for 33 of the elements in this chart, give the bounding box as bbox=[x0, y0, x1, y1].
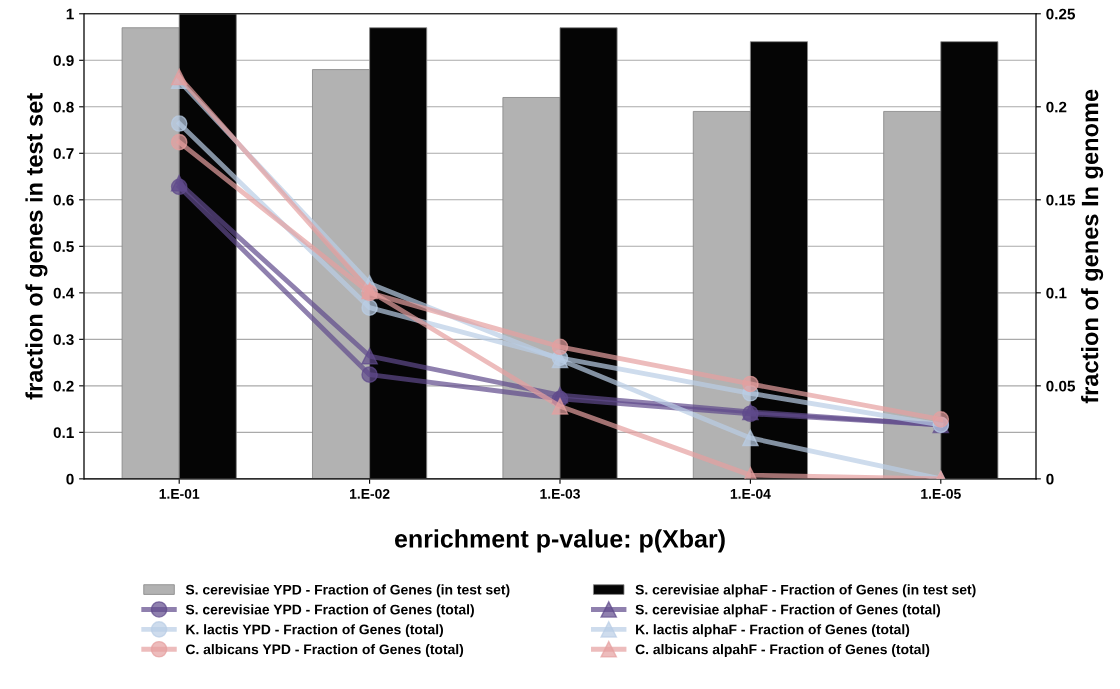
x-tick-label: 1.E-05 bbox=[921, 488, 961, 499]
legend-label: C. albicans YPD - Fraction of Genes (total) bbox=[186, 644, 464, 657]
y2-tick-label: 0.1 bbox=[1046, 287, 1067, 299]
y2-tick-label: 0.15 bbox=[1046, 194, 1076, 206]
y-tick-label: 0.8 bbox=[53, 101, 74, 113]
legend-label: C. albicans alpahF - Fraction of Genes (total) bbox=[635, 644, 930, 657]
y-tick-label: 0 bbox=[66, 473, 74, 485]
y2-tick-label: 0.2 bbox=[1046, 101, 1067, 113]
y-tick-label: 0.2 bbox=[53, 380, 74, 392]
y-tick-label: 1 bbox=[66, 8, 74, 20]
legend-label: S. cerevisiae YPD - Fraction of Genes (total) bbox=[185, 604, 474, 618]
x-tick-label: 1.E-03 bbox=[540, 488, 580, 499]
y-tick-label: 0.9 bbox=[53, 55, 74, 66]
y2-tick-label: 0 bbox=[1046, 473, 1054, 485]
x-tick-label: 1.E-04 bbox=[730, 488, 771, 499]
x-tick-label: 1.E-02 bbox=[350, 488, 390, 499]
y-tick-label: 0.5 bbox=[53, 241, 74, 252]
y-tick-label: 0.7 bbox=[53, 148, 74, 159]
legend-label: S. cerevisiae alphaF - Fraction of Genes (in test set) bbox=[635, 584, 976, 598]
legend-label: K. lactis YPD - Fraction of Genes (total) bbox=[186, 624, 444, 638]
y-tick-label: 0.1 bbox=[53, 427, 74, 439]
x-axis-title: enrichment p-value: p(Xbar) bbox=[394, 529, 725, 553]
x-tick-label: 1.E-01 bbox=[159, 488, 200, 499]
y-tick-label: 0.6 bbox=[53, 194, 74, 206]
y-axis-title: fraction of genes in test set bbox=[25, 93, 48, 400]
y2-axis-title: fraction of genes In genome bbox=[1081, 89, 1104, 404]
legend-label: S. cerevisiae YPD - Fraction of Genes (in test set) bbox=[185, 584, 510, 598]
y2-tick-label: 0.25 bbox=[1046, 8, 1076, 20]
y2-tick-label: 0.05 bbox=[1046, 380, 1076, 392]
legend-label: K. lactis alphaF - Fraction of Genes (total) bbox=[636, 624, 910, 638]
y-tick-label: 0.3 bbox=[53, 334, 74, 346]
y-tick-label: 0.4 bbox=[53, 287, 75, 299]
legend-label: S. cerevisiae alphaF - Fraction of Genes (total) bbox=[635, 604, 941, 618]
